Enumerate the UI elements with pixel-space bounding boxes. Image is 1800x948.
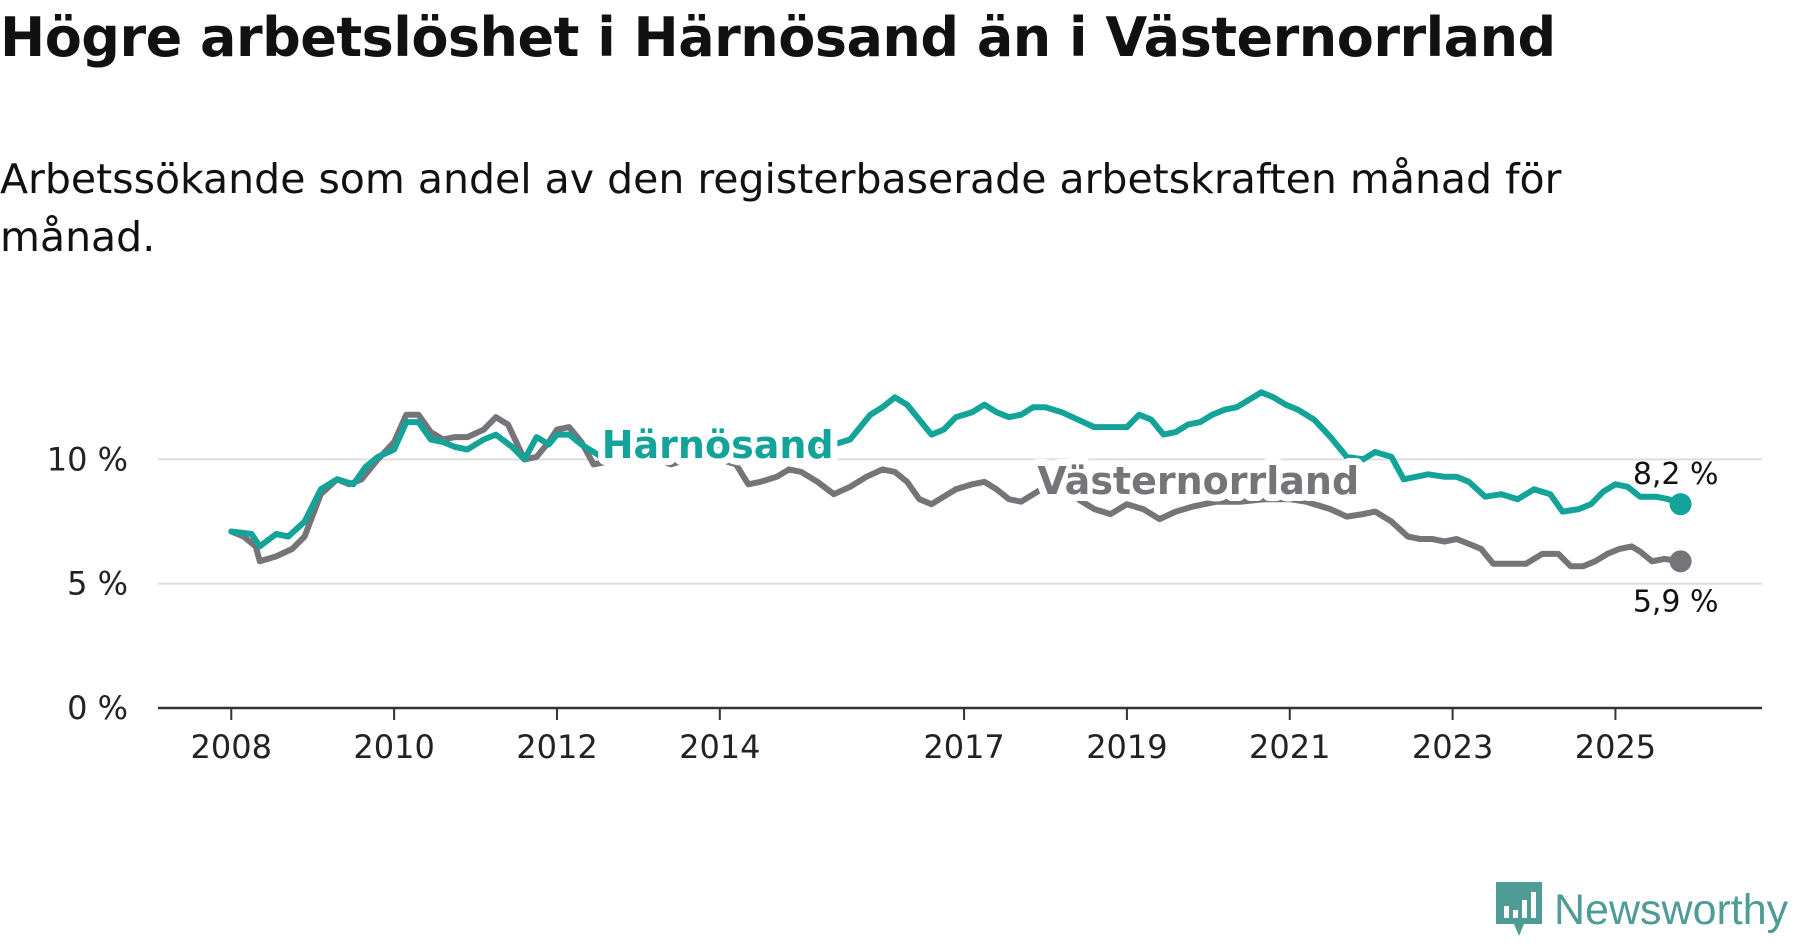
x-tick-label: 2014: [679, 728, 760, 766]
newsworthy-logo: Newsworthy: [1494, 880, 1788, 940]
x-axis-ticks: 2008 2010 2012 2014 2017 2019 2021 2023 2025: [191, 708, 1656, 766]
x-tick-label: 2017: [923, 728, 1004, 766]
gridlines: [158, 458, 1762, 585]
chart-title: Högre arbetslöshet i Härnösand än i Väst…: [0, 6, 1556, 69]
end-dot-harnosand: [1669, 493, 1692, 516]
series-label-harnosand: Härnösand: [602, 423, 834, 467]
y-axis-ticks: 0 % 5 % 10 %: [47, 440, 128, 727]
bar-chart-icon: [1496, 882, 1542, 936]
series-line-vasternorrland: [228, 411, 1684, 570]
series-labels: Härnösand Västernorrland: [595, 416, 1366, 510]
series-label-vasternorrland: Västernorrland: [1037, 459, 1359, 503]
y-tick-label: 10 %: [47, 440, 128, 478]
end-label-vasternorrland: 5,9 %: [1633, 584, 1719, 619]
series-lines: [228, 389, 1692, 573]
chart-subtitle: Arbetssökande som andel av den registerb…: [0, 155, 1562, 261]
y-tick-label: 5 %: [67, 565, 128, 603]
x-tick-label: 2023: [1412, 728, 1493, 766]
series-line-harnosand: [228, 389, 1684, 550]
x-tick-label: 2019: [1086, 728, 1167, 766]
x-tick-label: 2025: [1575, 728, 1656, 766]
x-tick-label: 2012: [516, 728, 597, 766]
end-markers: 8,2 % 5,9 %: [1633, 457, 1719, 619]
x-tick-label: 2010: [353, 728, 434, 766]
brand-name: Newsworthy: [1554, 885, 1789, 934]
end-label-harnosand: 8,2 %: [1633, 457, 1719, 492]
x-tick-label: 2008: [191, 728, 272, 766]
x-tick-label: 2021: [1249, 728, 1330, 766]
y-tick-label: 0 %: [67, 689, 128, 727]
end-dot-vasternorrland: [1669, 550, 1692, 573]
